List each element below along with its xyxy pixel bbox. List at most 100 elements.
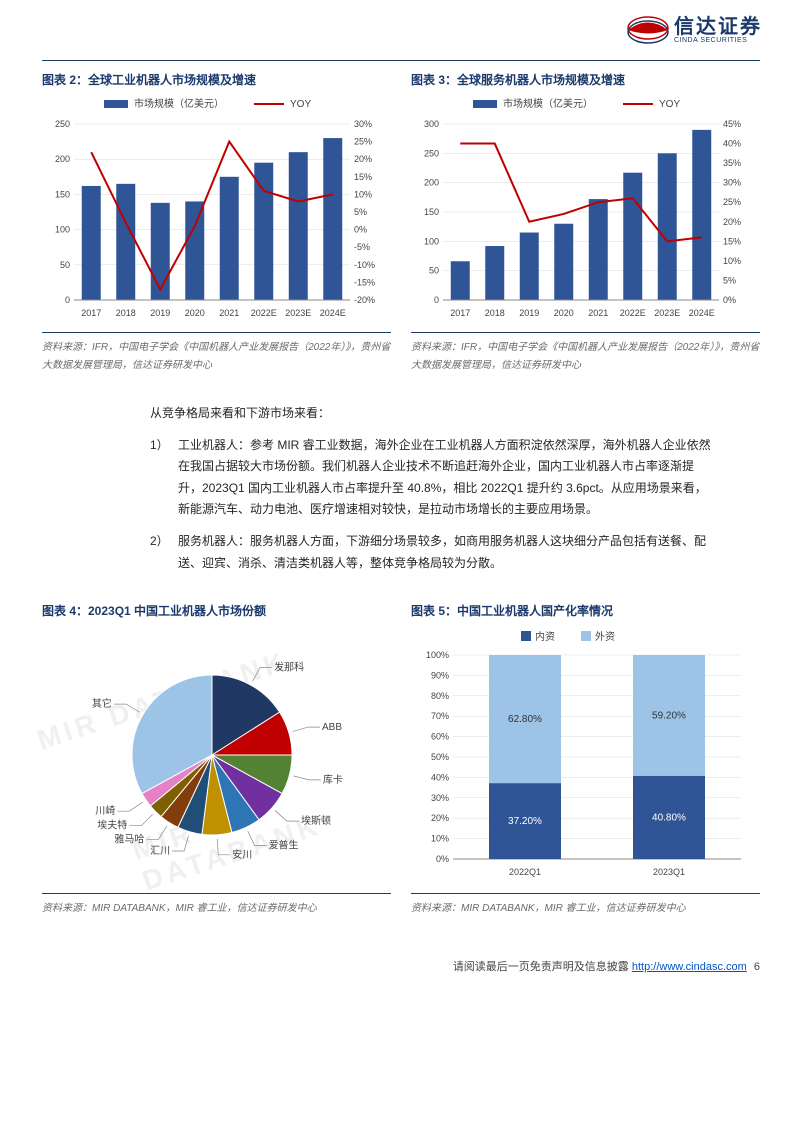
svg-text:其它: 其它	[92, 697, 112, 710]
svg-text:2021: 2021	[588, 308, 608, 318]
svg-text:0%: 0%	[436, 854, 449, 864]
svg-text:2023Q1: 2023Q1	[653, 867, 685, 877]
brand-logo: 信达证券 CINDA SECURITIES	[626, 13, 762, 47]
svg-text:250: 250	[55, 119, 70, 129]
svg-text:2022E: 2022E	[251, 308, 277, 318]
header-divider	[42, 60, 760, 61]
list-num-1: 1）	[150, 435, 169, 457]
svg-text:90%: 90%	[431, 671, 449, 681]
brand-name-en: CINDA SECURITIES	[674, 37, 762, 44]
svg-text:62.80%: 62.80%	[508, 714, 542, 725]
svg-text:外资: 外资	[595, 631, 615, 643]
svg-text:100%: 100%	[426, 650, 449, 660]
svg-text:2022E: 2022E	[620, 308, 646, 318]
svg-text:-20%: -20%	[354, 295, 375, 305]
svg-text:100: 100	[55, 225, 70, 235]
svg-text:35%: 35%	[723, 158, 741, 168]
svg-text:-15%: -15%	[354, 277, 375, 287]
svg-text:爱普生: 爱普生	[269, 839, 299, 852]
svg-text:50: 50	[60, 260, 70, 270]
svg-text:40.80%: 40.80%	[652, 813, 686, 824]
body-intro: 从竞争格局来看和下游市场来看：	[150, 403, 712, 425]
svg-text:250: 250	[424, 148, 439, 158]
svg-text:5%: 5%	[354, 207, 367, 217]
svg-text:安川: 安川	[232, 848, 252, 861]
chart5-title: 图表 5：中国工业机器人国产化率情况	[411, 602, 760, 619]
chart2-title: 图表 2：全球工业机器人市场规模及增速	[42, 71, 391, 88]
logo-mark-icon	[626, 13, 670, 47]
svg-text:100: 100	[424, 236, 439, 246]
svg-text:150: 150	[424, 207, 439, 217]
svg-text:50: 50	[429, 266, 439, 276]
svg-text:YOY: YOY	[290, 99, 311, 110]
svg-text:40%: 40%	[431, 773, 449, 783]
svg-text:2021: 2021	[219, 308, 239, 318]
chart4-source: 资料来源：MIR DATABANK，MIR 睿工业，信达证券研发中心	[42, 893, 391, 918]
svg-text:2023E: 2023E	[654, 308, 680, 318]
svg-text:37.20%: 37.20%	[508, 816, 542, 827]
svg-text:发那科: 发那科	[274, 661, 304, 674]
chart2-source: 资料来源：IFR，中国电子学会《中国机器人产业发展报告（2022年）》，贵州省大…	[42, 332, 391, 375]
svg-text:0%: 0%	[354, 225, 367, 235]
svg-text:80%: 80%	[431, 691, 449, 701]
list-text-1: 工业机器人：参考 MIR 睿工业数据，海外企业在工业机器人方面积淀依然深厚，海外…	[178, 438, 711, 517]
svg-text:10%: 10%	[354, 189, 372, 199]
svg-text:20%: 20%	[431, 813, 449, 823]
svg-text:YOY: YOY	[659, 99, 680, 110]
svg-text:50%: 50%	[431, 752, 449, 762]
chart2: 市场规模（亿美元）YOY050100150200250-20%-15%-10%-…	[42, 94, 391, 324]
svg-text:埃夫特: 埃夫特	[97, 819, 127, 832]
svg-text:15%: 15%	[354, 172, 372, 182]
svg-text:2022Q1: 2022Q1	[509, 867, 541, 877]
svg-text:埃斯顿: 埃斯顿	[301, 814, 331, 827]
svg-text:0: 0	[434, 295, 439, 305]
svg-text:2019: 2019	[150, 308, 170, 318]
svg-text:70%: 70%	[431, 711, 449, 721]
footer: 请阅读最后一页免责声明及信息披露 http://www.cindasc.com …	[0, 928, 802, 994]
list-text-2: 服务机器人：服务机器人方面，下游细分场景较多，如商用服务机器人这块细分产品包括有…	[178, 534, 706, 570]
body-item-2: 2） 服务机器人：服务机器人方面，下游细分场景较多，如商用服务机器人这块细分产品…	[150, 531, 712, 574]
chart5: 内资外资0%10%20%30%40%50%60%70%80%90%100%37.…	[411, 625, 760, 885]
svg-text:30%: 30%	[723, 178, 741, 188]
body-item-1: 1） 工业机器人：参考 MIR 睿工业数据，海外企业在工业机器人方面积淀依然深厚…	[150, 435, 712, 521]
svg-text:库卡: 库卡	[323, 773, 343, 786]
chart4-title: 图表 4：2023Q1 中国工业机器人市场份额	[42, 602, 391, 619]
svg-text:5%: 5%	[723, 275, 736, 285]
svg-text:0%: 0%	[723, 295, 736, 305]
chart3-title: 图表 3：全球服务机器人市场规模及增速	[411, 71, 760, 88]
chart5-source: 资料来源：MIR DATABANK，MIR 睿工业，信达证券研发中心	[411, 893, 760, 918]
svg-text:雅马哈: 雅马哈	[114, 833, 144, 846]
svg-text:市场规模（亿美元）: 市场规模（亿美元）	[503, 97, 593, 110]
svg-text:30%: 30%	[431, 793, 449, 803]
svg-text:2024E: 2024E	[689, 308, 715, 318]
chart4: MIR DATABANK MIR DATABANK 发那科ABB库卡埃斯顿爱普生…	[42, 625, 391, 885]
svg-text:汇川: 汇川	[150, 844, 170, 857]
footer-link[interactable]: http://www.cindasc.com	[632, 961, 747, 973]
svg-text:10%: 10%	[431, 834, 449, 844]
svg-text:45%: 45%	[723, 119, 741, 129]
header: 信达证券 CINDA SECURITIES	[0, 0, 802, 60]
chart3: 市场规模（亿美元） YOY 0 50 100 150 200 250 300 0% 5% 10% 15%…	[411, 94, 760, 324]
svg-text:2020: 2020	[554, 308, 574, 318]
svg-text:150: 150	[55, 189, 70, 199]
body-text: 从竞争格局来看和下游市场来看： 1） 工业机器人：参考 MIR 睿工业数据，海外…	[0, 403, 802, 574]
svg-text:20%: 20%	[354, 154, 372, 164]
svg-text:25%: 25%	[723, 197, 741, 207]
svg-text:200: 200	[424, 178, 439, 188]
svg-text:2024E: 2024E	[320, 308, 346, 318]
svg-text:30%: 30%	[354, 119, 372, 129]
svg-text:0: 0	[65, 295, 70, 305]
svg-text:2017: 2017	[81, 308, 101, 318]
svg-text:40%: 40%	[723, 139, 741, 149]
svg-text:2017: 2017	[450, 308, 470, 318]
svg-text:10%: 10%	[723, 256, 741, 266]
svg-text:15%: 15%	[723, 236, 741, 246]
svg-text:20%: 20%	[723, 217, 741, 227]
chart3-source: 资料来源：IFR，中国电子学会《中国机器人产业发展报告（2022年）》，贵州省大…	[411, 332, 760, 375]
svg-text:ABB: ABB	[322, 722, 342, 733]
svg-text:300: 300	[424, 119, 439, 129]
svg-text:60%: 60%	[431, 732, 449, 742]
svg-text:-5%: -5%	[354, 242, 370, 252]
svg-text:59.20%: 59.20%	[652, 711, 686, 722]
brand-name-cn: 信达证券	[674, 17, 762, 37]
